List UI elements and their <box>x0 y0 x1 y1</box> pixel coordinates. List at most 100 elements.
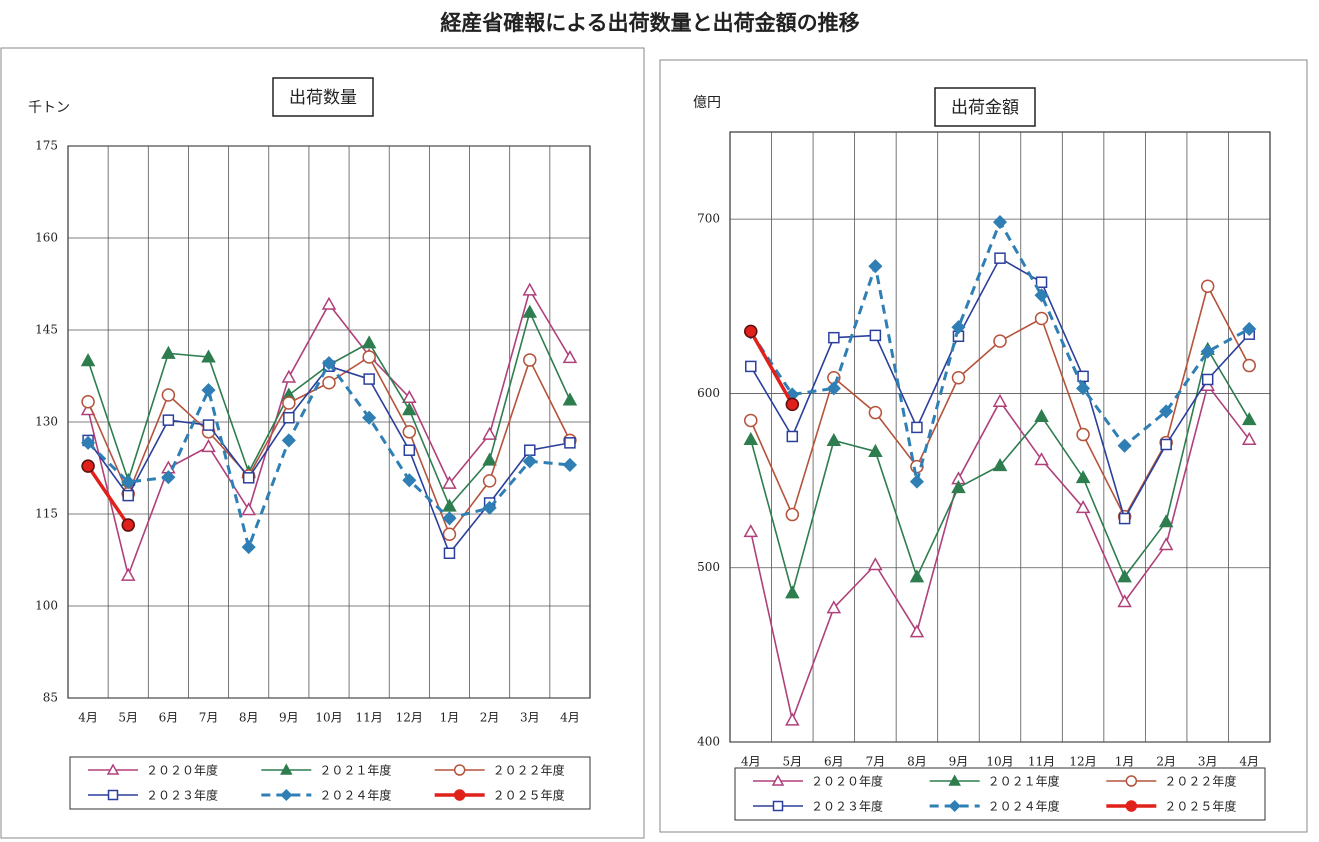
legend-label: ２０２５年度 <box>1164 799 1236 814</box>
data-point <box>785 397 800 412</box>
legend-label: ２０２４年度 <box>988 799 1060 814</box>
data-point <box>482 426 497 440</box>
legend-label: ２０２０年度 <box>146 763 218 778</box>
data-point <box>826 432 842 447</box>
data-point <box>403 444 416 456</box>
y-tick-label: 500 <box>697 560 720 574</box>
legend-box <box>69 756 591 810</box>
data-point <box>909 569 925 583</box>
data-point <box>1076 381 1091 396</box>
x-tick-label: 6月 <box>159 711 179 725</box>
legend-marker <box>1125 800 1138 812</box>
data-point <box>321 356 337 371</box>
data-point <box>1034 452 1049 466</box>
data-point <box>564 437 576 449</box>
legend-marker <box>771 774 785 786</box>
data-point <box>321 296 337 310</box>
data-point <box>992 393 1008 407</box>
y-tick-label: 400 <box>697 735 720 749</box>
data-point <box>482 474 497 488</box>
data-point <box>1242 358 1256 373</box>
data-point <box>161 345 176 359</box>
data-point <box>161 470 176 485</box>
legend-box <box>734 767 1266 821</box>
data-point <box>202 419 215 431</box>
data-point <box>121 518 135 532</box>
x-tick-label: 8月 <box>907 755 927 769</box>
legend-marker <box>280 763 293 775</box>
data-point <box>1159 404 1174 419</box>
legend-label: ２０２５年度 <box>493 788 565 803</box>
data-point <box>442 511 457 526</box>
y-tick-label: 100 <box>35 599 58 613</box>
data-point <box>524 444 536 456</box>
data-point <box>992 458 1008 472</box>
data-point <box>744 413 758 428</box>
data-point <box>1034 288 1049 303</box>
page-title: 経産省確報による出荷数量と出荷金額の推移 <box>440 11 859 35</box>
data-point <box>522 304 538 318</box>
x-tick-label: 10月 <box>315 711 342 725</box>
x-tick-label: 7月 <box>199 711 219 725</box>
x-tick-label: 2月 <box>1156 755 1176 769</box>
x-tick-label: 1月 <box>1115 755 1135 769</box>
data-point <box>745 360 757 373</box>
legend-marker <box>948 799 961 813</box>
data-point <box>909 624 925 638</box>
data-point <box>743 524 759 538</box>
data-point <box>522 282 538 296</box>
data-point <box>868 405 883 420</box>
x-tick-label: 5月 <box>782 755 802 769</box>
y-tick-label: 145 <box>35 323 58 337</box>
data-point <box>562 350 578 364</box>
legend-marker <box>107 789 119 801</box>
data-point <box>868 443 883 458</box>
data-point <box>81 395 95 409</box>
data-point <box>868 259 883 274</box>
legend-marker <box>106 763 120 775</box>
x-tick-label: 8月 <box>239 711 259 725</box>
legend-marker <box>772 800 784 812</box>
data-point <box>363 373 375 385</box>
data-point <box>1076 427 1090 442</box>
data-point <box>826 600 842 614</box>
x-tick-label: 4月 <box>741 755 761 769</box>
x-tick-label: 4月 <box>78 711 98 725</box>
data-point <box>283 411 295 424</box>
data-point <box>744 324 758 339</box>
data-point <box>1158 514 1174 528</box>
x-tick-label: 3月 <box>1198 755 1218 769</box>
y-axis-unit: 億円 <box>693 95 721 111</box>
data-point <box>909 474 924 489</box>
data-point <box>523 353 537 367</box>
x-tick-label: 4月 <box>560 711 580 725</box>
data-point <box>951 320 966 335</box>
data-point <box>201 349 216 363</box>
data-point <box>1118 512 1131 525</box>
data-point <box>201 438 216 453</box>
y-axis-unit: 千トン <box>28 100 70 116</box>
legend-label: ２０２２年度 <box>1164 774 1236 789</box>
data-point <box>1200 279 1215 293</box>
series-line <box>749 383 1250 723</box>
data-point <box>785 585 800 599</box>
data-point <box>362 410 377 425</box>
data-point <box>1117 438 1132 453</box>
legend-label: ２０２３年度 <box>811 799 883 814</box>
x-tick-label: 12月 <box>1069 755 1096 769</box>
data-point <box>120 567 136 581</box>
x-tick-label: 9月 <box>949 755 969 769</box>
data-point <box>1117 569 1132 583</box>
legend-label: ２０２２年度 <box>493 763 565 778</box>
data-point <box>1075 500 1091 514</box>
data-point <box>1158 537 1174 551</box>
data-point <box>868 557 883 571</box>
x-tick-label: 11月 <box>1028 755 1055 769</box>
data-point <box>1160 438 1172 451</box>
data-point <box>1034 311 1049 326</box>
y-tick-label: 85 <box>43 691 58 705</box>
legend-marker <box>280 788 293 802</box>
data-point <box>951 370 966 385</box>
data-point <box>201 383 216 398</box>
